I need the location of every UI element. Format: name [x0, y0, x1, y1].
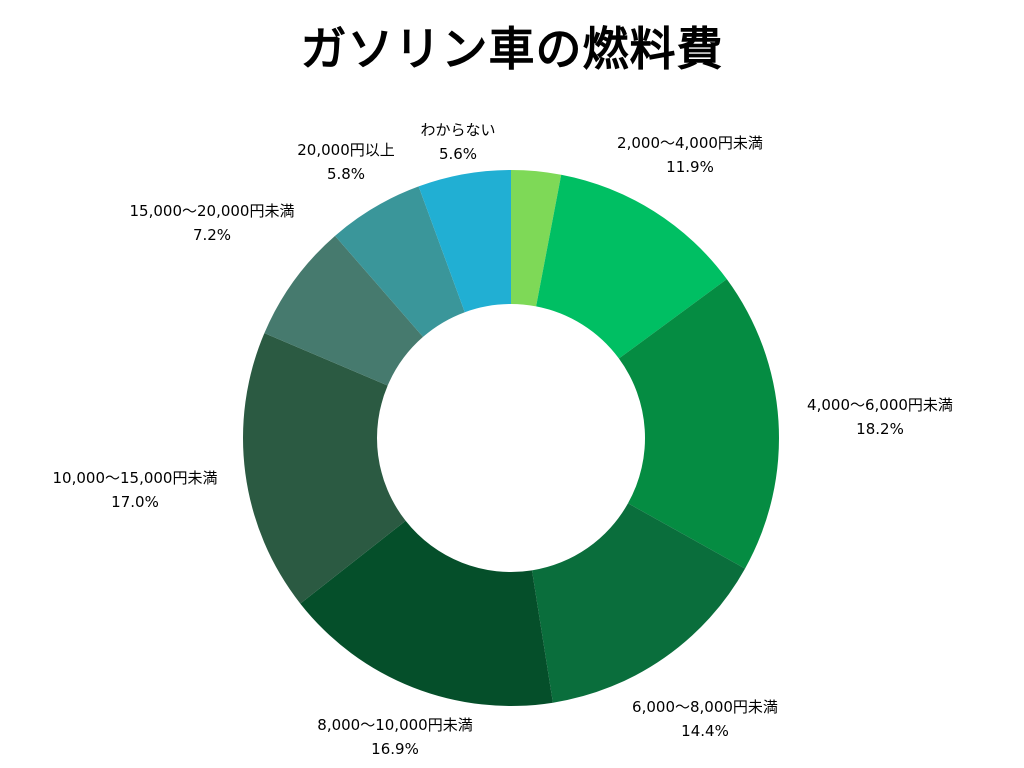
slice-percent-label-4: 14.4% — [681, 722, 729, 740]
slice-category-label-9: わからない — [420, 121, 495, 139]
chart-title: ガソリン車の燃料費 — [300, 22, 724, 76]
slice-percent-label-2: 11.9% — [666, 158, 714, 176]
donut-slice-7 — [264, 235, 424, 386]
donut-slice-3 — [618, 279, 780, 569]
slice-category-label-7: 15,000～20,000円未満 — [130, 202, 295, 220]
donut-slice-9 — [418, 170, 511, 313]
donut-slice-6 — [242, 333, 406, 604]
slices-group — [242, 170, 780, 706]
slice-percent-label-6: 17.0% — [111, 493, 159, 511]
slice-category-label-4: 6,000～8,000円未満 — [632, 698, 778, 716]
slice-category-label-6: 10,000～15,000円未満 — [53, 469, 218, 487]
slice-percent-label-9: 5.6% — [439, 145, 477, 163]
slice-category-label-3: 4,000～6,000円未満 — [807, 396, 953, 414]
donut-slice-1 — [511, 170, 562, 307]
slice-percent-label-8: 5.8% — [327, 165, 365, 183]
donut-slice-2 — [536, 174, 727, 359]
slice-percent-label-7: 7.2% — [193, 226, 231, 244]
labels-group: 2,000～4,000円未満 11.9% 4,000～6,000円未満 18.2% 6,… — [53, 121, 953, 758]
slice-category-label-2: 2,000～4,000円未満 — [617, 134, 763, 152]
donut-slice-4 — [531, 503, 746, 703]
slice-category-label-8: 20,000円以上 — [297, 141, 395, 159]
donut-slice-8 — [335, 186, 465, 337]
slice-category-label-5: 8,000～10,000円未満 — [317, 716, 472, 734]
slice-percent-label-5: 16.9% — [371, 740, 419, 758]
donut-slice-5 — [300, 520, 553, 706]
slice-percent-label-3: 18.2% — [856, 420, 904, 438]
